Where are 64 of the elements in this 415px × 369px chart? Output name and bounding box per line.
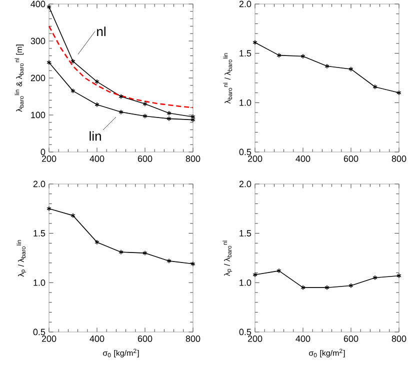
point	[118, 94, 124, 100]
x-tick-label: 400	[296, 336, 310, 342]
point	[142, 250, 148, 256]
y-tick-label: 2.0	[33, 180, 46, 188]
x-tick-label: 600	[138, 156, 152, 162]
point	[348, 66, 354, 72]
point	[348, 283, 354, 288]
y-tick-label: 1.5	[240, 230, 252, 236]
x-tick-label: 800	[186, 156, 200, 162]
point	[166, 110, 172, 116]
x-tick-label: 200	[248, 156, 262, 162]
point	[300, 284, 306, 290]
point	[276, 268, 282, 274]
y-tick-label: 200	[30, 74, 46, 82]
point	[94, 240, 100, 245]
y-tick-label: 300	[30, 38, 46, 44]
x-axis-title: σ$_{0}$ [kg/m$^{2}$]	[103, 348, 139, 358]
y-tick-label: 1.0	[240, 99, 252, 106]
x-tick-label: 400	[296, 156, 310, 162]
x-tick-label: 200	[42, 336, 56, 342]
y-tick-label: 1.0	[240, 279, 252, 286]
point	[142, 101, 148, 106]
point	[276, 52, 282, 58]
point	[118, 249, 124, 255]
point	[94, 102, 100, 108]
y-tick-label: 0.5	[239, 148, 252, 156]
y-axis-title: λ$_{baro}$$^{lin}$ & λ$_{baro}$$^{nl}$ [m]	[14, 44, 24, 112]
x-tick-label: 200	[248, 336, 262, 342]
y-tick-label: 1.5	[240, 50, 252, 56]
x-tick-label: 800	[392, 156, 406, 162]
point	[324, 284, 330, 290]
point	[142, 114, 148, 119]
x-tick-label: 600	[344, 336, 358, 342]
y-tick-label: 400	[30, 0, 46, 8]
x-tick-label: 400	[90, 156, 104, 162]
point	[70, 88, 76, 94]
x-tick-label: 800	[392, 336, 406, 342]
x-tick-label: 600	[138, 336, 152, 342]
y-tick-label: 1.0	[34, 279, 46, 286]
point	[372, 275, 378, 280]
point	[166, 116, 172, 122]
point	[70, 212, 76, 218]
x-tick-label: 400	[90, 336, 104, 342]
y-tick-label: 100	[31, 112, 46, 118]
point	[300, 54, 306, 59]
y-tick-label: 0	[40, 148, 46, 156]
point	[166, 258, 172, 264]
x-axis-title: σ$_{0}$ [kg/m$^{2}$]	[309, 348, 345, 358]
y-tick-label: 0.5	[239, 328, 252, 336]
y-tick-label: 1.5	[34, 230, 46, 236]
x-tick-label: 600	[344, 156, 358, 162]
point	[324, 64, 330, 69]
y-tick-label: 2.0	[239, 0, 252, 8]
point	[70, 58, 76, 64]
x-tick-label: 800	[186, 336, 200, 342]
point	[94, 79, 100, 84]
point	[372, 84, 378, 90]
y-tick-label: 2.0	[239, 180, 252, 188]
legend-label: lin	[90, 131, 101, 141]
point	[118, 109, 124, 115]
line-series	[48, 26, 194, 108]
y-tick-label: 0.5	[33, 328, 46, 336]
text: nl	[97, 26, 106, 36]
x-tick-label: 200	[42, 156, 56, 162]
